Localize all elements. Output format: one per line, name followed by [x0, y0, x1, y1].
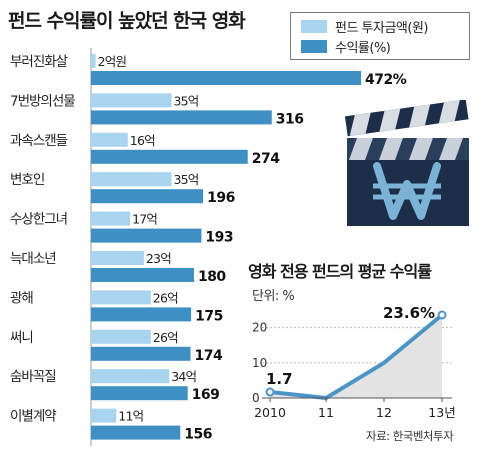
- fund-bar: [91, 93, 172, 108]
- return-value-label: 193: [205, 230, 233, 246]
- return-value-label: 156: [184, 427, 212, 443]
- chart-title: 펀드 수익률이 높았던 한국 영화: [8, 10, 246, 32]
- category-label: 이별계약: [10, 409, 56, 425]
- legend-swatch-fund: [301, 19, 327, 33]
- return-bar: [91, 110, 272, 125]
- category-label: 써니: [10, 330, 33, 346]
- return-value-label: 274: [252, 151, 280, 167]
- fund-bar: [91, 211, 131, 226]
- x-tick-label: 12: [376, 405, 392, 420]
- category-label: 숨바꼭질: [10, 369, 56, 385]
- x-tick-label: 2010: [254, 405, 286, 420]
- fund-value-label: 26억: [153, 290, 178, 305]
- return-bar: [91, 346, 191, 361]
- fund-value-label: 2억원: [98, 54, 127, 69]
- return-bar: [91, 71, 361, 85]
- category-label: 과속스캔들: [10, 133, 68, 149]
- category-label: 광해: [10, 290, 33, 306]
- return-bar: [91, 268, 194, 282]
- fund-bar: [91, 290, 151, 305]
- fund-bar: [91, 329, 151, 344]
- y-tick-label: 0: [252, 391, 260, 405]
- source-note: 자료: 한국벤처투자: [366, 429, 454, 443]
- legend-item-return: 수익률(%): [301, 37, 391, 56]
- x-tick-label: 13년: [428, 405, 455, 420]
- return-value-label: 472%: [365, 72, 407, 88]
- category-label: 수상한그녀: [10, 212, 67, 228]
- fund-bar: [91, 369, 170, 384]
- fund-value-label: 23억: [146, 251, 171, 266]
- fund-value-label: 11억: [118, 409, 143, 424]
- point-label: 1.7: [266, 370, 293, 388]
- y-tick-label: 20: [252, 321, 267, 335]
- fund-bar: [91, 132, 128, 147]
- category-label: 늑대소년: [10, 251, 56, 267]
- category-label: 7번방의선물: [10, 93, 75, 109]
- category-label: 변호인: [10, 172, 45, 188]
- return-bar: [91, 425, 181, 440]
- subchart-title: 영화 전용 펀드의 평균 수익률: [248, 262, 432, 281]
- legend-label-return: 수익률(%): [335, 40, 391, 56]
- fund-value-label: 34억: [171, 369, 196, 384]
- fund-bar: [91, 172, 172, 187]
- return-value-label: 196: [207, 190, 235, 206]
- point-label: 23.6%: [383, 304, 435, 322]
- return-bar: [91, 228, 202, 243]
- legend-label-fund: 펀드 투자금액(원): [335, 20, 429, 36]
- data-point: [265, 387, 275, 397]
- return-value-label: 169: [192, 387, 220, 403]
- series-line: [269, 313, 444, 400]
- return-value-label: 180: [198, 269, 226, 285]
- x-tick-label: 11: [318, 405, 334, 420]
- return-value-label: 175: [195, 308, 223, 324]
- area-fill: [270, 315, 442, 398]
- fund-bar: [91, 54, 96, 68]
- y-tick-label: 10: [252, 356, 267, 370]
- fund-value-label: 35억: [174, 93, 199, 108]
- legend: 펀드 투자금액(원) 수익률(%): [290, 12, 470, 60]
- return-bar: [91, 386, 188, 401]
- fund-bar: [91, 408, 117, 423]
- return-bar: [91, 307, 192, 322]
- subchart-unit: 단위: %: [252, 289, 295, 304]
- clapperboard-won-icon: [344, 100, 469, 226]
- return-value-label: 174: [195, 348, 223, 364]
- return-bar: [91, 189, 204, 204]
- fund-bar: [91, 251, 144, 265]
- return-value-label: 316: [276, 111, 304, 127]
- data-point: [437, 310, 447, 320]
- legend-item-fund: 펀드 투자금액(원): [301, 17, 429, 36]
- return-bar: [91, 149, 248, 164]
- fund-value-label: 26억: [153, 330, 178, 345]
- fund-value-label: 35억: [174, 172, 199, 187]
- category-label: 부러진화살: [10, 54, 68, 70]
- fund-value-label: 16억: [130, 133, 155, 148]
- fund-value-label: 17억: [132, 212, 157, 227]
- legend-swatch-return: [301, 39, 327, 53]
